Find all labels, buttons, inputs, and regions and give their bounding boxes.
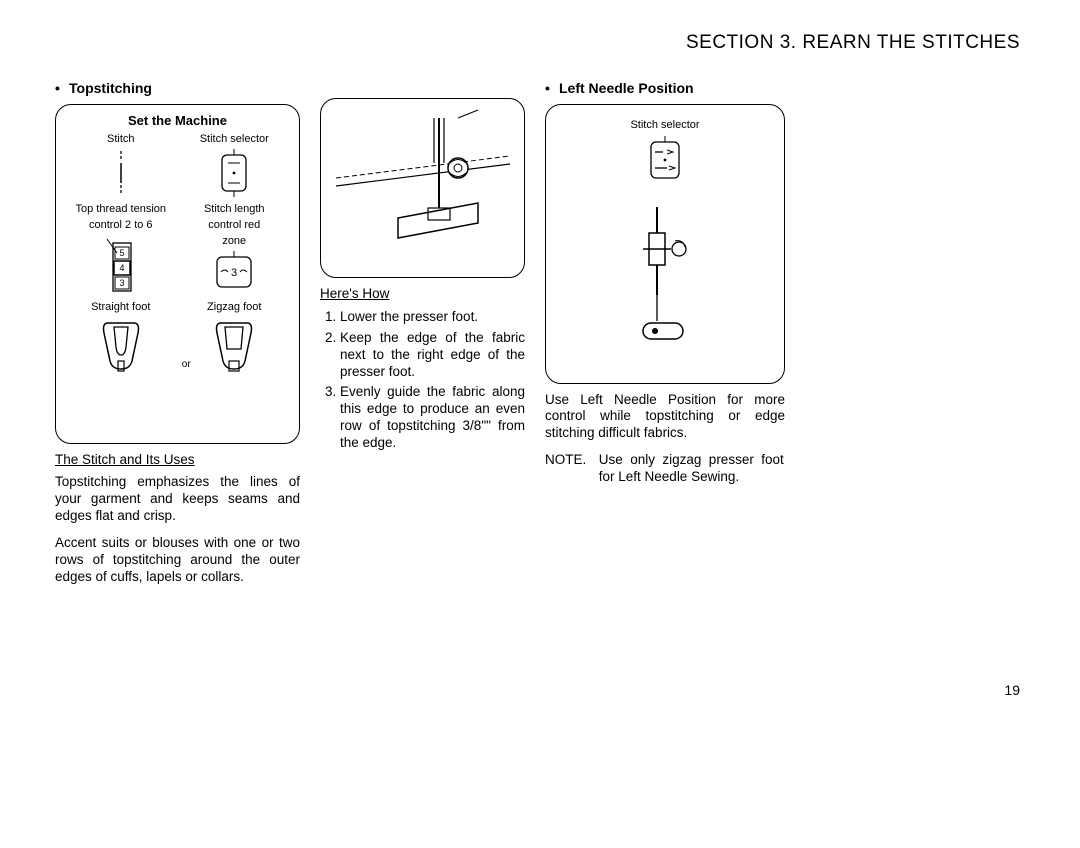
panel-row-3: Straight foot Zigzag foot [64, 301, 291, 388]
stitch-cell: Stitch [64, 133, 178, 197]
note-block: NOTE. Use only zigzag presser foot for L… [545, 452, 785, 486]
column-left-needle: Left Needle Position Stitch selector [545, 80, 785, 596]
zigzag-foot-label: Zigzag foot [207, 301, 261, 313]
section-header: SECTION 3. REARN THE STITCHES [686, 32, 1020, 54]
panel-title: Set the Machine [64, 113, 291, 129]
topstitching-para-2: Accent suits or blouses with one or two … [55, 535, 300, 586]
needle-bar-icon [625, 203, 705, 353]
topstitching-para-1: Topstitching emphasizes the lines of you… [55, 474, 300, 525]
note-body: Use only zigzag presser foot for Left Ne… [599, 452, 784, 486]
tension-dial-icon: 5 4 3 [101, 235, 141, 295]
presser-foot-diagram-icon [328, 108, 518, 268]
left-needle-para: Use Left Needle Position for more contro… [545, 392, 785, 443]
stitch-length-label-1: Stitch length [204, 203, 265, 215]
straight-foot-label: Straight foot [91, 301, 150, 313]
note-label: NOTE. [545, 452, 595, 469]
stitch-length-label-3: zone [222, 235, 246, 247]
steps-list: Lower the presser foot. Keep the edge of… [320, 309, 525, 452]
stitch-label: Stitch [107, 133, 135, 145]
zigzag-foot-icon [209, 317, 259, 373]
left-needle-selector-icon [645, 136, 685, 184]
heres-how-subhead: Here's How [320, 286, 525, 303]
step-1: Lower the presser foot. [340, 309, 525, 326]
manual-page: SECTION 3. REARN THE STITCHES Topstitchi… [0, 0, 1080, 848]
straight-foot-cell: Straight foot [64, 301, 178, 388]
svg-text:3: 3 [119, 278, 124, 288]
tension-label-1: Top thread tension [75, 203, 166, 215]
step-2: Keep the edge of the fabric next to the … [340, 330, 525, 381]
stitch-selector-icon [216, 149, 252, 197]
stitch-selector-label: Stitch selector [200, 133, 269, 145]
tension-label-2: control 2 to 6 [89, 219, 153, 231]
straight-foot-icon [96, 317, 146, 373]
stitch-length-value: 3 [231, 267, 237, 279]
topstitching-heading: Topstitching [55, 80, 300, 98]
column-topstitching: Topstitching Set the Machine Stitch Stit… [55, 80, 300, 596]
panel-row-1: Stitch Stitch selector [64, 133, 291, 197]
stitch-selector-cell: Stitch selector [178, 133, 292, 197]
panel-row-2: Top thread tension control 2 to 6 5 4 3 [64, 203, 291, 295]
content-columns: Topstitching Set the Machine Stitch Stit… [55, 80, 1025, 596]
stitch-length-dial-icon: 3 [211, 251, 257, 293]
selector-block: Stitch selector [630, 119, 699, 190]
svg-text:5: 5 [119, 248, 124, 258]
column-heres-how: Here's How Lower the presser foot. Keep … [320, 80, 525, 596]
tension-cell: Top thread tension control 2 to 6 5 4 3 [64, 203, 178, 295]
svg-text:4: 4 [119, 263, 124, 273]
zigzag-foot-cell: Zigzag foot or [178, 301, 292, 388]
or-label: or [182, 359, 191, 370]
stitch-length-cell: Stitch length control red zone 3 [178, 203, 292, 295]
step-3: Evenly guide the fabric along this edge … [340, 384, 525, 452]
straight-stitch-icon [111, 149, 131, 197]
page-number: 19 [1004, 682, 1020, 698]
set-machine-panel: Set the Machine Stitch Stitch selector [55, 104, 300, 444]
presser-foot-illustration-panel [320, 98, 525, 278]
selector-label: Stitch selector [630, 119, 699, 133]
stitch-length-label-2: control red [208, 219, 260, 231]
left-needle-panel: Stitch selector [545, 104, 785, 384]
left-needle-heading: Left Needle Position [545, 80, 785, 98]
stitch-uses-subhead: The Stitch and Its Uses [55, 452, 300, 469]
